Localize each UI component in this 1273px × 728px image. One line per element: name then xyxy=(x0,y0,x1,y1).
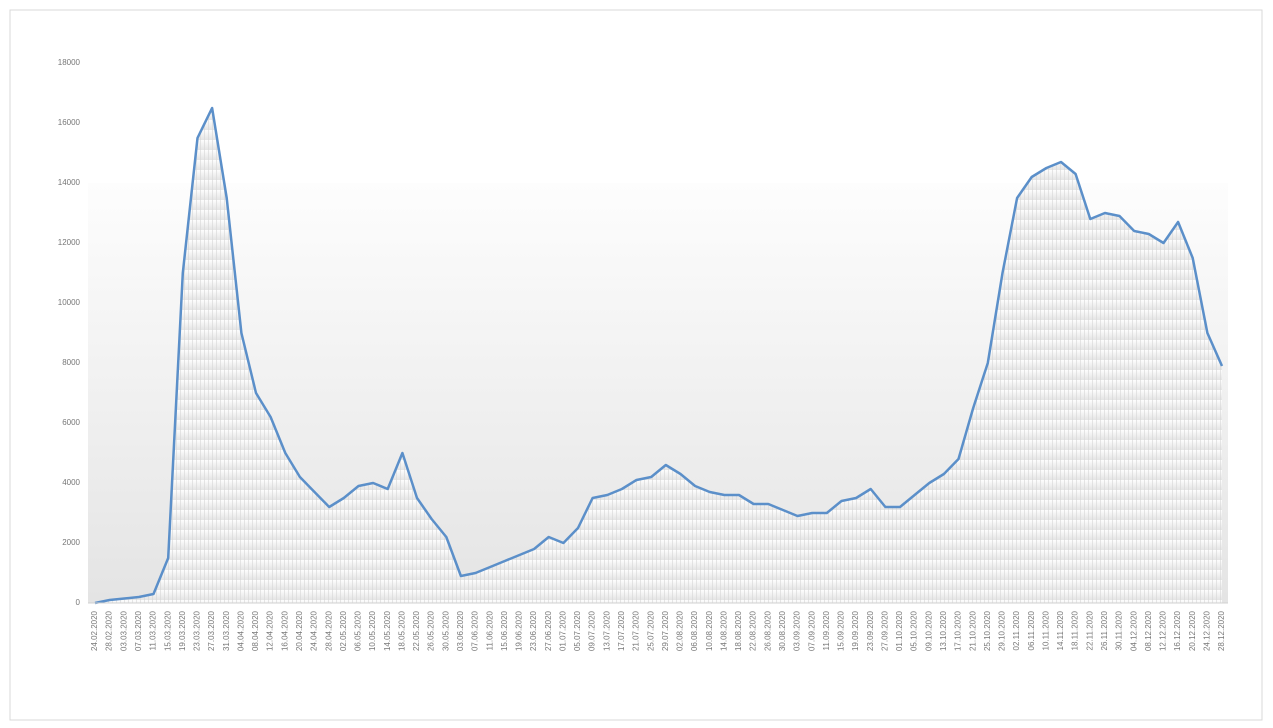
x-tick-label: 11.06.2020 xyxy=(485,610,494,650)
x-tick-label: 23.09.2020 xyxy=(866,610,875,651)
x-tick-label: 24.04.2020 xyxy=(310,610,319,651)
x-tick-label: 13.10.2020 xyxy=(939,610,948,651)
x-tick-label: 28.02.2020 xyxy=(105,610,114,651)
x-tick-label: 09.10.2020 xyxy=(924,610,933,651)
x-tick-label: 27.03.2020 xyxy=(207,610,216,651)
x-tick-label: 20.04.2020 xyxy=(295,610,304,651)
x-tick-label: 19.03.2020 xyxy=(178,610,187,651)
x-tick-label: 16.04.2020 xyxy=(280,610,289,651)
x-tick-label: 23.06.2020 xyxy=(529,610,538,651)
x-tick-label: 20.12.2020 xyxy=(1188,610,1197,651)
x-tick-label: 24.12.2020 xyxy=(1202,610,1211,651)
x-tick-label: 06.08.2020 xyxy=(690,610,699,651)
x-tick-label: 19.06.2020 xyxy=(515,610,524,651)
x-tick-label: 09.07.2020 xyxy=(588,610,597,651)
x-tick-label: 02.08.2020 xyxy=(676,610,685,651)
x-tick-label: 30.08.2020 xyxy=(778,610,787,651)
x-tick-label: 04.04.2020 xyxy=(236,610,245,651)
x-tick-label: 22.05.2020 xyxy=(412,610,421,651)
x-tick-label: 05.07.2020 xyxy=(573,610,582,651)
x-tick-label: 11.09.2020 xyxy=(822,610,831,650)
x-tick-label: 19.09.2020 xyxy=(851,610,860,651)
x-tick-label: 27.09.2020 xyxy=(880,610,889,651)
line xyxy=(94,106,1224,605)
x-tick-label: 25.07.2020 xyxy=(646,610,655,651)
y-tick-label: 0 xyxy=(76,598,81,607)
x-tick-label: 07.03.2020 xyxy=(134,610,143,651)
x-tick-label: 14.08.2020 xyxy=(719,610,728,651)
x-tick-label: 21.10.2020 xyxy=(968,610,977,651)
y-tick-label: 18000 xyxy=(58,58,81,67)
x-tick-label: 31.03.2020 xyxy=(222,610,231,651)
x-tick-label: 07.06.2020 xyxy=(471,610,480,651)
x-tick-label: 08.04.2020 xyxy=(251,610,260,651)
x-tick-label: 01.10.2020 xyxy=(895,610,904,651)
y-tick-label: 12000 xyxy=(58,238,81,247)
x-tick-label: 03.03.2020 xyxy=(119,610,128,651)
x-tick-label: 22.11.2020 xyxy=(1085,610,1094,650)
x-tick-label: 15.03.2020 xyxy=(163,610,172,651)
area xyxy=(95,108,1222,603)
x-tick-label: 12.04.2020 xyxy=(266,610,275,651)
x-tick-label: 21.07.2020 xyxy=(632,610,641,651)
y-tick-label: 8000 xyxy=(62,358,80,367)
y-tick-label: 10000 xyxy=(58,298,81,307)
x-tick-label: 30.11.2020 xyxy=(1115,610,1124,650)
x-tick-label: 24.02.2020 xyxy=(90,610,99,651)
y-tick-label: 2000 xyxy=(62,538,80,547)
x-tick-label: 22.08.2020 xyxy=(749,610,758,651)
x-tick-label: 23.03.2020 xyxy=(193,610,202,651)
x-tick-label: 06.05.2020 xyxy=(354,610,363,651)
x-tick-label: 26.08.2020 xyxy=(763,610,772,651)
x-tick-label: 15.06.2020 xyxy=(500,610,509,651)
y-tick-label: 16000 xyxy=(58,118,81,127)
y-tick-label: 14000 xyxy=(58,178,81,187)
x-tick-label: 03.06.2020 xyxy=(456,610,465,651)
x-tick-label: 27.06.2020 xyxy=(544,610,553,651)
x-tick-label: 03.09.2020 xyxy=(793,610,802,651)
x-tick-label: 06.11.2020 xyxy=(1027,610,1036,650)
x-tick-label: 01.07.2020 xyxy=(558,610,567,651)
x-tick-label: 18.08.2020 xyxy=(734,610,743,651)
x-tick-label: 26.11.2020 xyxy=(1100,610,1109,650)
x-tick-label: 14.05.2020 xyxy=(383,610,392,651)
x-tick-label: 17.10.2020 xyxy=(954,610,963,651)
x-tick-label: 10.08.2020 xyxy=(705,610,714,651)
x-tick-label: 18.11.2020 xyxy=(1071,610,1080,650)
x-tick-label: 10.05.2020 xyxy=(368,610,377,651)
x-tick-label: 04.12.2020 xyxy=(1129,610,1138,651)
x-tick-label: 11.03.2020 xyxy=(149,610,158,650)
x-tick-label: 18.05.2020 xyxy=(397,610,406,651)
x-tick-label: 16.12.2020 xyxy=(1173,610,1182,651)
x-tick-label: 28.04.2020 xyxy=(324,610,333,651)
y-tick-label: 4000 xyxy=(62,478,80,487)
x-tick-label: 12.12.2020 xyxy=(1159,610,1168,651)
x-tick-label: 29.07.2020 xyxy=(661,610,670,651)
x-tick-label: 05.10.2020 xyxy=(910,610,919,651)
x-tick-label: 10.11.2020 xyxy=(1041,610,1050,650)
x-tick-label: 17.07.2020 xyxy=(617,610,626,651)
x-tick-label: 08.12.2020 xyxy=(1144,610,1153,651)
y-tick-label: 6000 xyxy=(62,418,80,427)
x-tick-label: 02.05.2020 xyxy=(339,610,348,651)
x-tick-label: 15.09.2020 xyxy=(837,610,846,651)
x-tick-label: 25.10.2020 xyxy=(983,610,992,651)
x-tick-label: 14.11.2020 xyxy=(1056,610,1065,650)
x-tick-label: 28.12.2020 xyxy=(1217,610,1226,651)
x-tick-label: 02.11.2020 xyxy=(1012,610,1021,650)
x-tick-label: 26.05.2020 xyxy=(427,610,436,651)
x-tick-label: 07.09.2020 xyxy=(807,610,816,651)
x-tick-label: 30.05.2020 xyxy=(441,610,450,651)
x-tick-label: 29.10.2020 xyxy=(998,610,1007,651)
x-tick-label: 13.07.2020 xyxy=(602,610,611,651)
